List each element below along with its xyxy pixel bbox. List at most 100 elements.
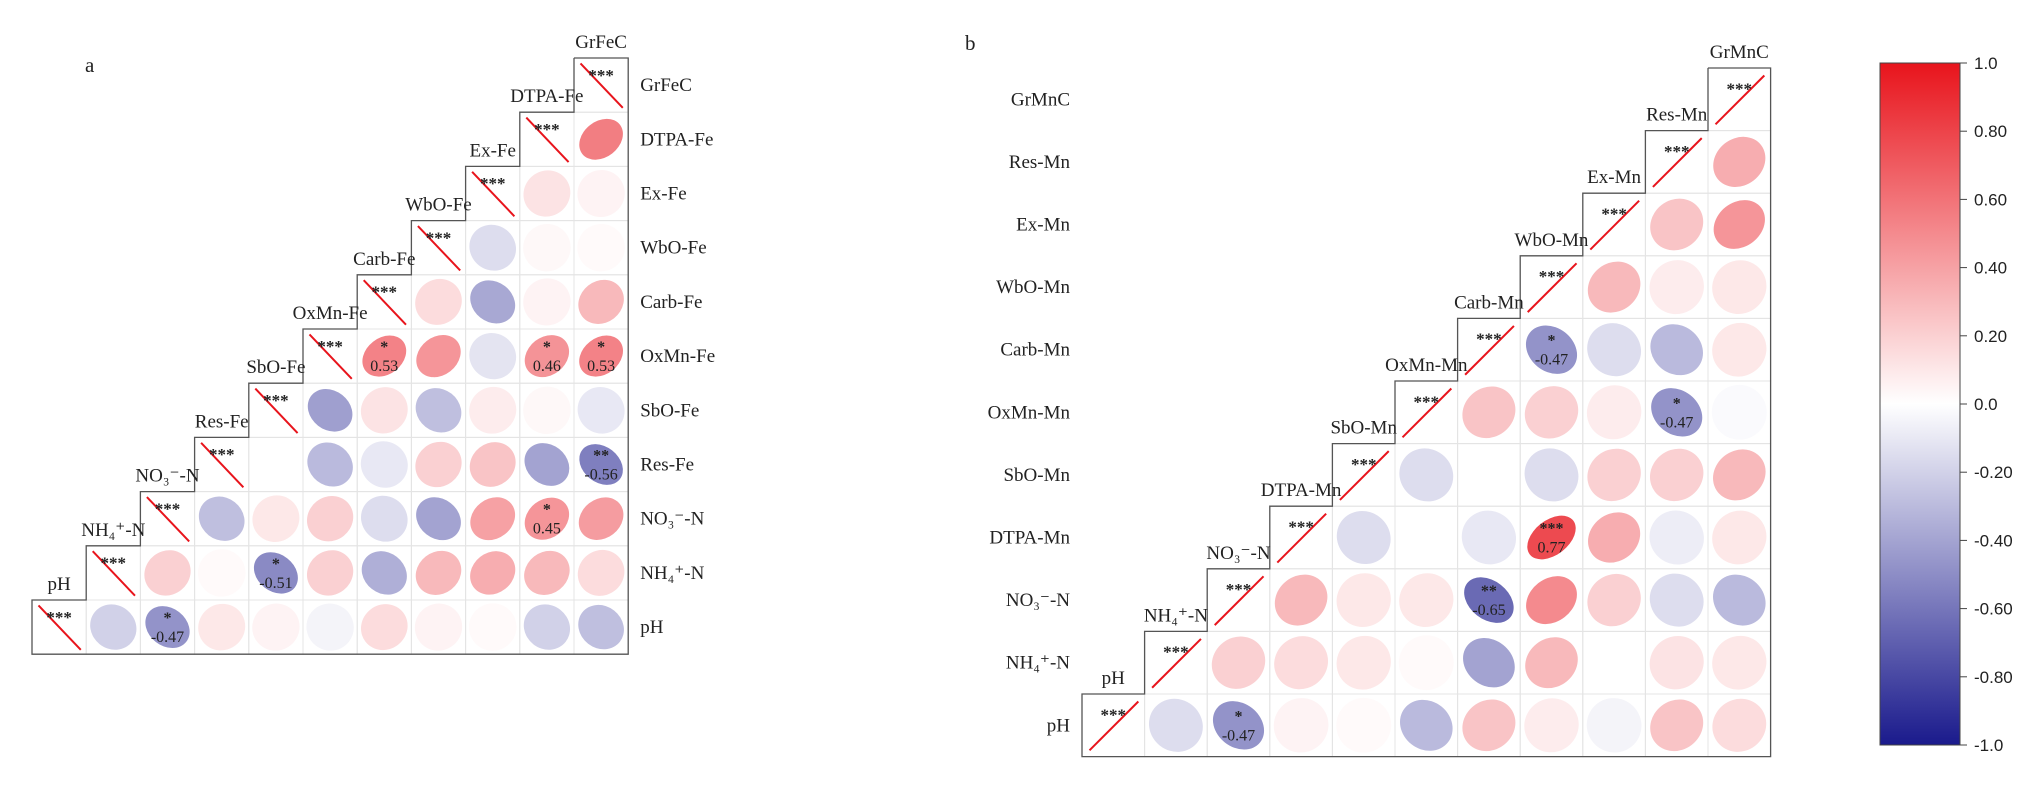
corr-ellipse-ph-grfec xyxy=(578,604,624,650)
corr-ellipse-no-n-res-mn xyxy=(1649,573,1704,627)
corr-significance-ph-no-n: * xyxy=(1235,708,1243,725)
diagonal-line-grfec xyxy=(579,62,624,109)
grid-cell xyxy=(1582,630,1646,695)
corr-ellipse-no-n-res-fe xyxy=(198,496,245,541)
corr-significance-no-n-carb-mn: ** xyxy=(1481,583,1497,600)
colorbar-tick-label: 1.0 xyxy=(1974,54,1998,73)
corr-significance-res-fe-grfec: ** xyxy=(593,448,609,465)
corr-ellipse-nh-n-oxmn-fe xyxy=(306,550,354,596)
corr-ellipse-ph-nh-n xyxy=(90,604,137,650)
row-label-grmnc: GrMnC xyxy=(1011,89,1070,110)
corr-value-dtpa-mn-wbo-mn: 0.77 xyxy=(1538,540,1566,557)
column-label-dtpa-fe: DTPA-Fe xyxy=(510,86,583,107)
corr-ellipse-ex-mn-res-mn xyxy=(1650,198,1704,251)
corr-ellipse-oxmn-mn-ex-mn xyxy=(1586,385,1642,440)
corr-ellipse-ph-dtpa-fe xyxy=(523,604,571,650)
corr-value-res-fe-grfec: -0.56 xyxy=(584,467,617,484)
column-label-sbo-fe: SbO-Fe xyxy=(246,357,305,378)
corr-ellipse-nh-n-carb-fe xyxy=(361,551,407,595)
corr-value-oxmn-mn-res-mn: -0.47 xyxy=(1660,414,1693,431)
diagonal-significance-ex-fe: *** xyxy=(480,174,506,193)
corr-ellipse-res-fe-ex-fe xyxy=(469,442,516,487)
corr-ellipse-res-fe-carb-fe xyxy=(360,441,408,488)
corr-ellipse-sbo-mn-wbo-mn xyxy=(1524,448,1579,502)
corr-ellipse-carb-fe-ex-fe xyxy=(470,280,516,324)
corr-significance-no-n-dtpa-fe: * xyxy=(543,502,551,519)
diagonal-line-carb-fe xyxy=(362,279,407,326)
corr-ellipse-dtpa-mn-sbo-mn xyxy=(1336,510,1391,565)
corr-ellipse-oxmn-fe-dtpa-fe xyxy=(524,335,570,378)
row-label-wbo-mn: WbO-Mn xyxy=(996,277,1070,298)
row-label-ph: pH xyxy=(640,617,664,638)
corr-ellipse-sbo-mn-res-mn xyxy=(1649,448,1704,502)
diagonal-significance-nh-n: *** xyxy=(101,554,127,573)
corr-ellipse-res-fe-grfec xyxy=(579,444,623,485)
diagonal-line-wbo-fe xyxy=(417,225,461,272)
corr-ellipse-no-n-ex-fe xyxy=(470,497,516,541)
diagonal-significance-sbo-mn: *** xyxy=(1351,455,1377,474)
corr-ellipse-nh-n-ex-fe xyxy=(470,551,516,595)
corr-ellipse-res-fe-wbo-fe xyxy=(415,441,462,488)
row-label-dtpa-mn: DTPA-Mn xyxy=(989,528,1070,549)
corr-significance-oxmn-fe-grfec: * xyxy=(597,339,605,356)
row-label-nh-n: NH₄⁺-N xyxy=(1006,653,1070,674)
corr-ellipse-nh-n-grfec xyxy=(577,549,625,596)
corr-ellipse-oxmn-mn-wbo-mn xyxy=(1524,386,1579,439)
diagonal-line-ph xyxy=(1088,700,1140,752)
diagonal-line-no-n xyxy=(1214,575,1265,626)
diagonal-significance-oxmn-fe: *** xyxy=(317,337,343,356)
row-label-carb-fe: Carb-Fe xyxy=(640,292,702,313)
row-label-no-n: NO₃⁻-N xyxy=(640,509,704,530)
corr-ellipse-oxmn-mn-res-mn xyxy=(1651,388,1703,437)
corr-ellipse-res-mn-grmnc xyxy=(1713,136,1766,188)
grid-cell xyxy=(1394,505,1459,570)
corr-ellipse-carb-fe-wbo-fe xyxy=(415,278,462,325)
colorbar-tick-label: -0.20 xyxy=(1974,463,2013,482)
diagonal-line-ph xyxy=(37,604,82,651)
corr-ellipse-wbo-fe-ex-fe xyxy=(469,224,517,271)
corr-ellipse-dtpa-fe-grfec xyxy=(579,118,623,160)
column-label-no-n: NO₃⁻-N xyxy=(135,466,199,487)
corr-ellipse-nh-n-carb-mn xyxy=(1463,637,1515,688)
corr-ellipse-no-n-dtpa-mn xyxy=(1274,574,1328,626)
column-label-oxmn-mn: OxMn-Mn xyxy=(1385,355,1468,376)
diagonal-line-res-mn xyxy=(1652,137,1703,188)
corr-ellipse-ph-nh-n xyxy=(1148,698,1203,752)
colorbar-tick-label: -0.60 xyxy=(1974,600,2013,619)
corr-ellipse-carb-mn-ex-mn xyxy=(1587,323,1642,377)
row-label-carb-mn: Carb-Mn xyxy=(1000,340,1070,361)
corr-ellipse-ph-no-n xyxy=(145,606,190,649)
corr-ellipse-oxmn-fe-grfec xyxy=(579,335,623,377)
diagonal-line-nh-n xyxy=(1151,638,1202,689)
corr-ellipse-ph-oxmn-fe xyxy=(306,603,354,651)
corr-ellipse-no-n-grfec xyxy=(578,497,624,540)
column-label-no-n: NO₃⁻-N xyxy=(1206,543,1270,564)
diagonal-significance-nh-n: *** xyxy=(1163,643,1189,662)
column-label-wbo-mn: WbO-Mn xyxy=(1515,230,1589,251)
row-label-ex-mn: Ex-Mn xyxy=(1016,215,1070,236)
diagonal-significance-no-n: *** xyxy=(1226,580,1252,599)
corr-ellipse-no-n-grmnc xyxy=(1713,574,1766,626)
corr-significance-oxmn-mn-res-mn: * xyxy=(1673,395,1681,412)
corr-ellipse-dtpa-mn-grmnc xyxy=(1712,510,1767,565)
diagonal-line-sbo-fe xyxy=(254,387,299,434)
row-label-no-n: NO₃⁻-N xyxy=(1006,590,1070,611)
corr-significance-carb-mn-wbo-mn: * xyxy=(1548,333,1556,350)
corr-ellipse-oxmn-fe-carb-fe xyxy=(362,335,407,377)
diagonal-line-carb-mn xyxy=(1464,325,1515,376)
diagonal-significance-carb-fe: *** xyxy=(372,283,398,302)
corr-significance-ph-no-n: * xyxy=(164,610,172,627)
corr-ellipse-carb-fe-grfec xyxy=(578,279,624,324)
row-label-oxmn-fe: OxMn-Fe xyxy=(640,346,715,367)
column-label-ph: pH xyxy=(47,574,71,595)
colorbar-gradient xyxy=(1879,62,1961,746)
corr-ellipse-no-n-oxmn-mn xyxy=(1399,573,1454,627)
corr-ellipse-wbo-fe-dtpa-fe xyxy=(523,224,571,272)
diagonal-line-dtpa-fe xyxy=(525,116,570,163)
diagonal-line-grmnc xyxy=(1714,74,1766,126)
corr-ellipse-ph-dtpa-mn xyxy=(1273,698,1329,753)
diagonal-line-ex-fe xyxy=(471,171,516,217)
corr-ellipse-ph-res-fe xyxy=(198,603,246,651)
column-label-grfec: GrFeC xyxy=(575,32,627,53)
